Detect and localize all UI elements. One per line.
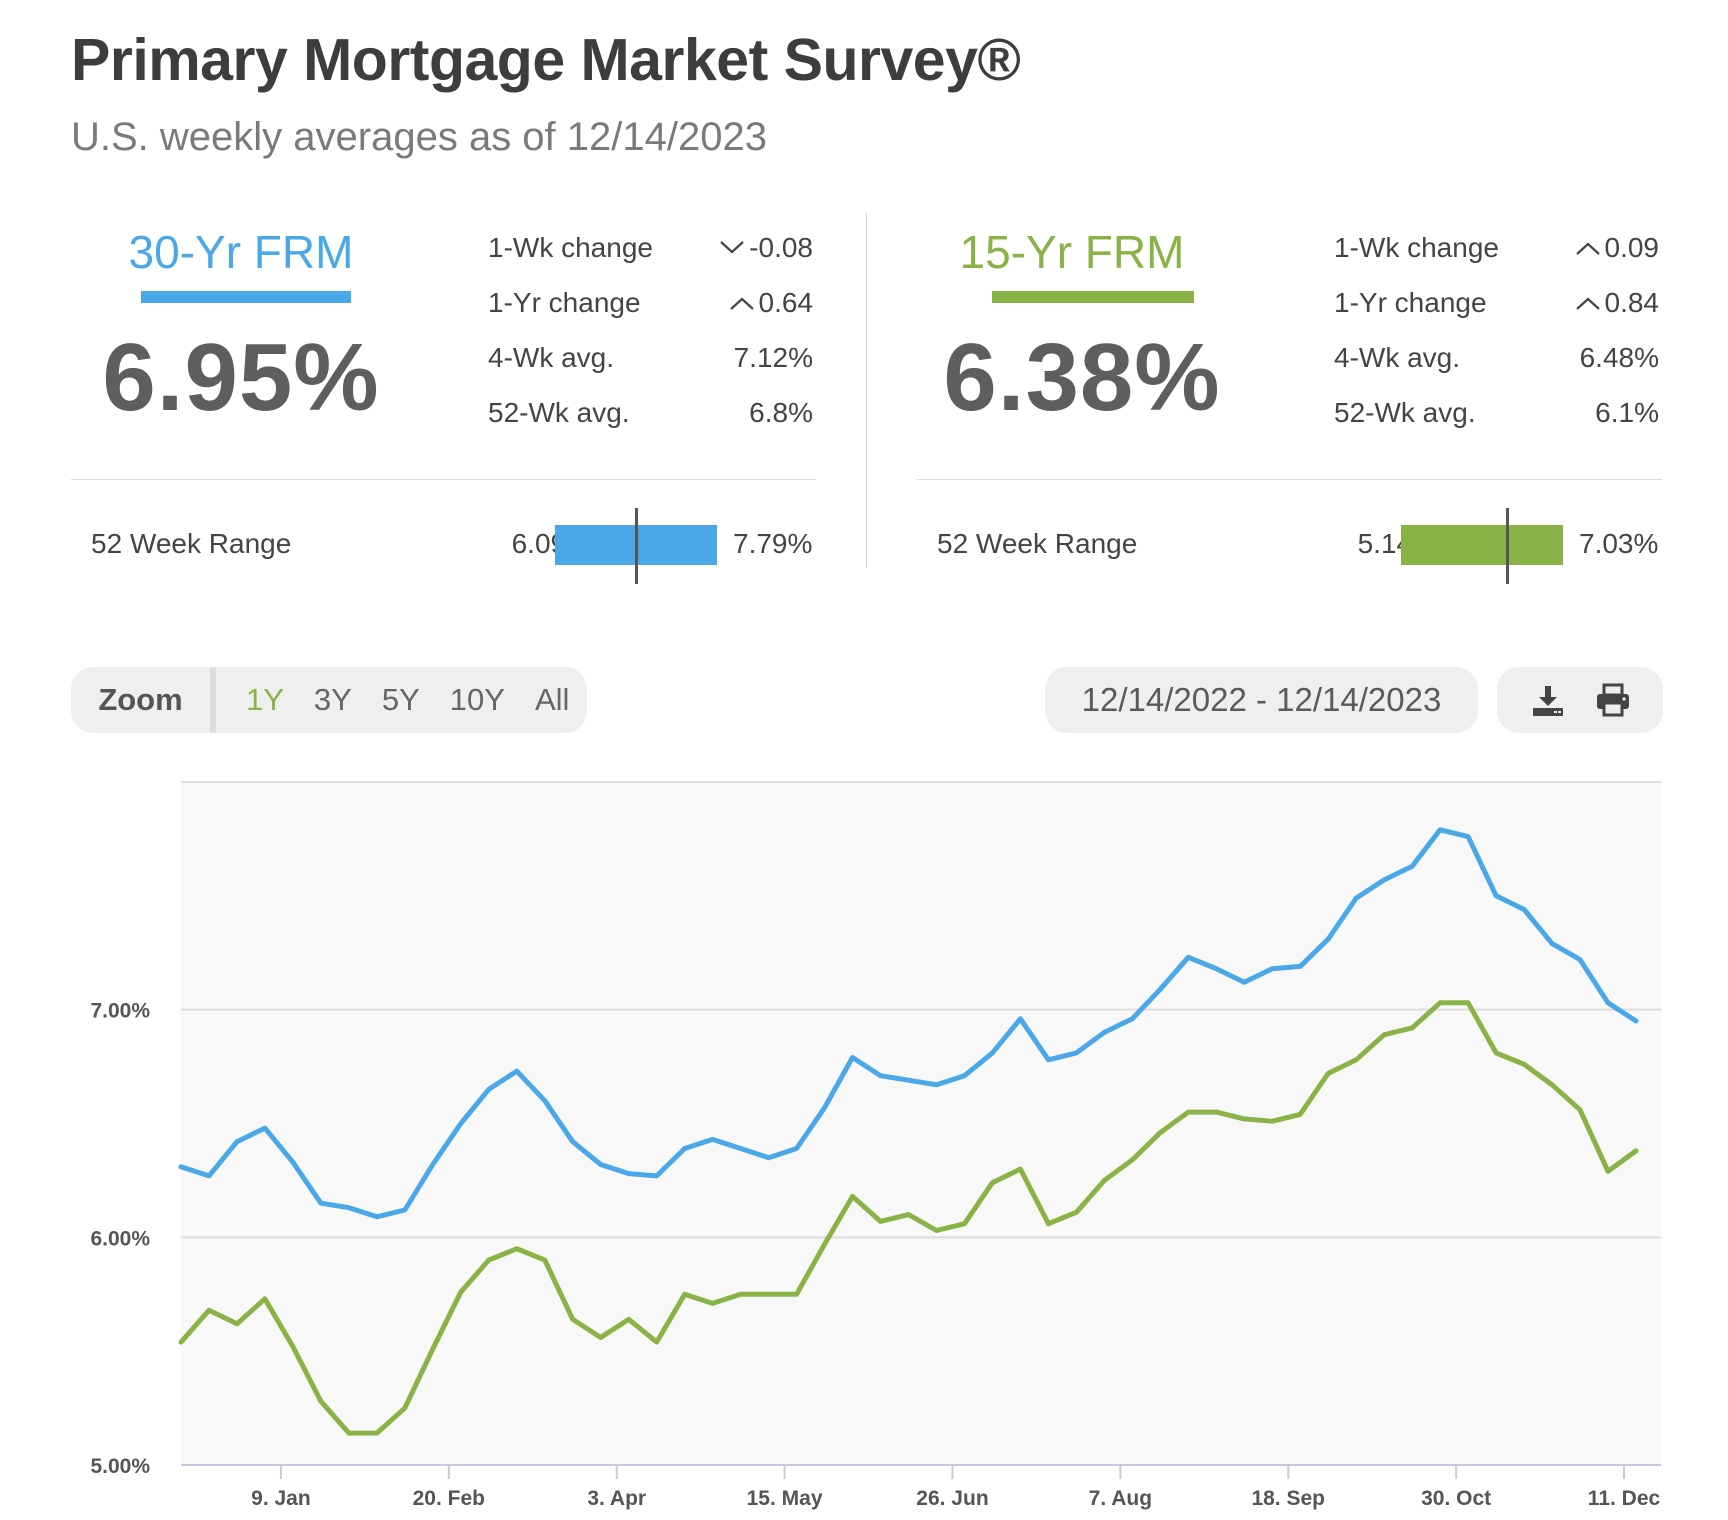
stat-row: 52-Wk avg. 6.8% [488, 385, 813, 440]
frm-15-panel: 15-Yr FRM 6.38% 1-Wk change 0.09 1-Yr ch… [917, 205, 1662, 584]
stat-value: 6.48% [1579, 341, 1659, 373]
frm-30-rate: 6.95% [102, 324, 380, 431]
stat-row: 1-Wk change 0.09 [1334, 220, 1659, 275]
stat-row: 1-Yr change 0.84 [1334, 275, 1659, 330]
range-current-marker [635, 508, 639, 584]
grid-lines [181, 1008, 1661, 1239]
stat-label: 4-Wk avg. [1334, 341, 1461, 373]
zoom-10y-button[interactable]: 10Y [449, 682, 505, 717]
chevron-down-icon [720, 240, 744, 253]
y-axis-labels: 5.00% 6.00% 7.00% [90, 1000, 150, 1478]
x-axis-ticks: 9. Jan 20. Feb 3. Apr 15. May 26. Jun 7. Aug 1… [251, 1465, 1661, 1510]
range-current-marker [1505, 508, 1509, 584]
x-tick-label: 15. May [747, 1487, 823, 1510]
zoom-control: Zoom 1Y 3Y 5Y 10Y All [71, 667, 587, 733]
stat-label: 1-Wk change [1334, 231, 1499, 263]
y-tick-label: 7.00% [90, 1000, 150, 1023]
range-max: 7.03% [1579, 528, 1659, 559]
chevron-up-icon [1575, 297, 1600, 310]
frm-30-panel: 30-Yr FRM 6.95% 1-Wk change -0.08 1-Yr c… [71, 205, 816, 584]
stat-value: 0.64 [758, 286, 814, 318]
stat-value: 6.8% [749, 396, 813, 428]
stat-label: 52-Wk avg. [1334, 396, 1476, 428]
stat-value: -0.08 [749, 231, 813, 263]
chevron-up-icon [1575, 242, 1600, 255]
stat-row: 1-Wk change -0.08 [488, 220, 813, 275]
range-label: 52 Week Range [91, 528, 292, 559]
divider [71, 479, 816, 480]
x-tick-label: 9. Jan [251, 1487, 311, 1510]
series-line-30-yr-frm[interactable] [178, 827, 1639, 1220]
zoom-1y-button[interactable]: 1Y [246, 682, 284, 717]
x-tick-label: 26. Jun [916, 1487, 988, 1510]
date-range-selector[interactable]: 12/14/2022 - 12/14/2023 [1045, 667, 1478, 733]
x-tick-label: 7. Aug [1089, 1487, 1152, 1510]
x-tick-label: 3. Apr [587, 1487, 646, 1510]
range-bar [1401, 525, 1563, 565]
frm-15-underline [992, 291, 1194, 303]
stat-label: 1-Wk change [488, 231, 653, 263]
divider [917, 479, 1662, 480]
x-tick-label: 18. Sep [1251, 1487, 1325, 1510]
stat-label: 4-Wk avg. [488, 341, 615, 373]
stat-label: 1-Yr change [488, 286, 641, 318]
zoom-5y-button[interactable]: 5Y [381, 682, 420, 717]
page-title: Primary Mortgage Market Survey® [71, 27, 1021, 93]
x-tick-label: 20. Feb [413, 1487, 485, 1510]
stat-value: 0.84 [1604, 286, 1660, 318]
stat-label: 1-Yr change [1334, 286, 1487, 318]
zoom-label: Zoom [71, 667, 216, 733]
panel-divider [866, 213, 867, 568]
series-lines [178, 827, 1639, 1436]
plot-background [181, 782, 1661, 1465]
print-icon[interactable] [1593, 680, 1633, 720]
series-line-15-yr-frm[interactable] [178, 1000, 1639, 1436]
download-icon[interactable] [1528, 680, 1568, 720]
stat-row: 4-Wk avg. 7.12% [488, 330, 813, 385]
zoom-3y-button[interactable]: 3Y [313, 682, 352, 717]
page-subtitle: U.S. weekly averages as of 12/14/2023 [71, 115, 767, 159]
frm-15-label[interactable]: 15-Yr FRM [959, 226, 1185, 278]
x-tick-label: 11. Dec [1588, 1487, 1661, 1510]
frm-30-stats: 1-Wk change -0.08 1-Yr change 0.64 4-Wk … [488, 220, 813, 440]
stat-row: 4-Wk avg. 6.48% [1334, 330, 1659, 385]
stat-value: 6.1% [1595, 396, 1659, 428]
chevron-up-icon [729, 297, 754, 310]
stat-row: 52-Wk avg. 6.1% [1334, 385, 1659, 440]
stat-value: 7.12% [733, 341, 813, 373]
frm-15-rate: 6.38% [943, 324, 1221, 431]
frm-30-underline [141, 291, 351, 303]
y-tick-label: 5.00% [90, 1455, 150, 1478]
range-label: 52 Week Range [937, 528, 1138, 559]
zoom-all-button[interactable]: All [534, 682, 570, 717]
frm-30-label[interactable]: 30-Yr FRM [128, 226, 354, 278]
x-tick-label: 30. Oct [1421, 1487, 1491, 1510]
frm-15-stats: 1-Wk change 0.09 1-Yr change 0.84 4-Wk a… [1334, 220, 1659, 440]
chart-tools [1497, 667, 1663, 733]
range-max: 7.79% [733, 528, 813, 559]
y-tick-label: 6.00% [90, 1227, 150, 1250]
stat-value: 0.09 [1604, 231, 1660, 263]
stat-row: 1-Yr change 0.64 [488, 275, 813, 330]
stat-label: 52-Wk avg. [488, 396, 630, 428]
